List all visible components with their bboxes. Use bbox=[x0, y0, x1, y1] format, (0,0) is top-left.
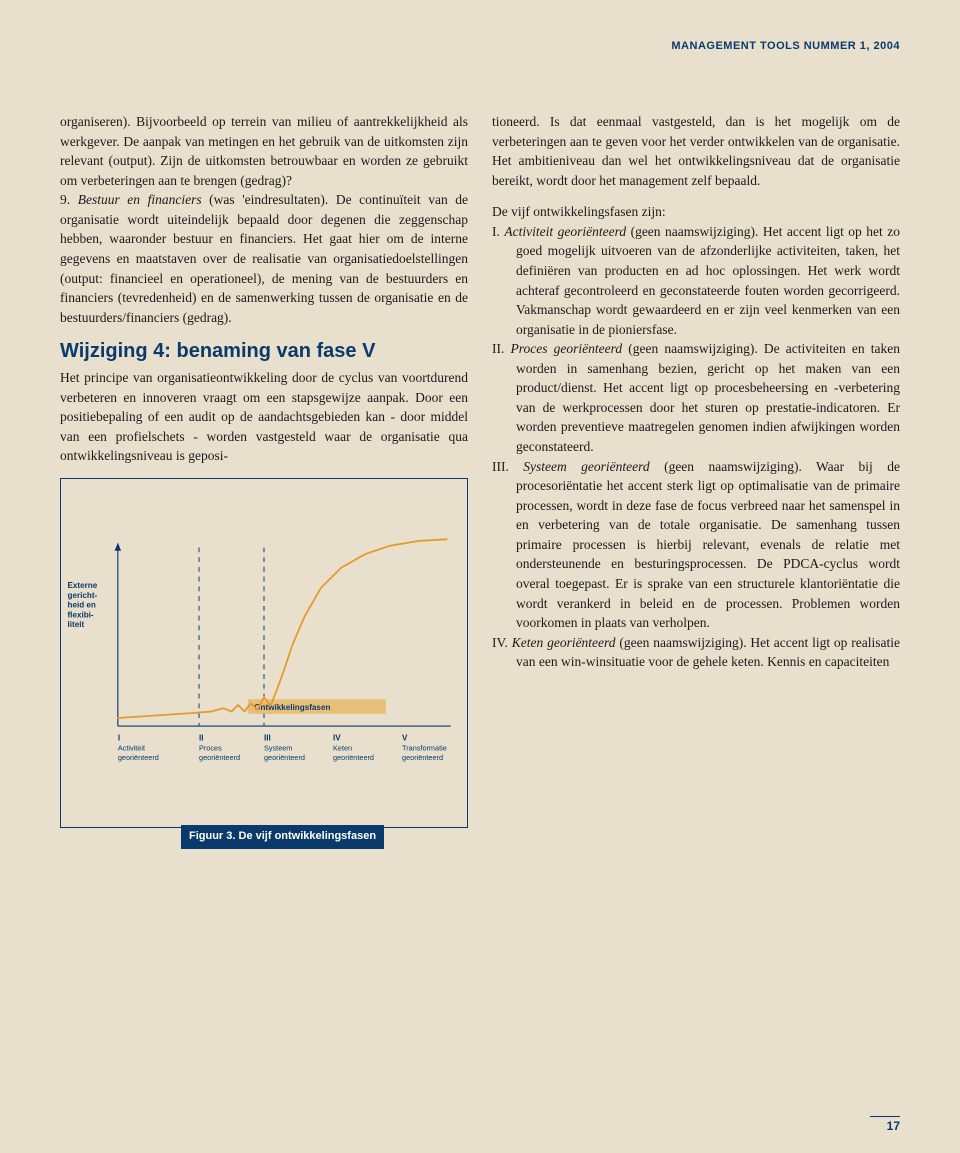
page-number: 17 bbox=[870, 1116, 900, 1133]
section-heading: Wijziging 4: benaming van fase V bbox=[60, 337, 468, 366]
svg-text:georiënteerd: georiënteerd bbox=[118, 753, 159, 762]
svg-text:II: II bbox=[199, 734, 204, 743]
svg-text:V: V bbox=[402, 734, 408, 743]
svg-text:georiënteerd: georiënteerd bbox=[402, 753, 443, 762]
figure-caption: Figuur 3. De vijf ontwikkelingsfasen bbox=[181, 825, 384, 849]
svg-text:georiënteerd: georiënteerd bbox=[333, 753, 374, 762]
svg-text:Systeem: Systeem bbox=[264, 743, 292, 752]
right-li4: IV. Keten georiënteerd (geen naamswijzig… bbox=[492, 633, 900, 672]
figure-svg: Ontwikkelingsfasen Externegericht-heid en… bbox=[61, 479, 467, 827]
term-italic: Activiteit georiënteerd bbox=[504, 224, 626, 239]
svg-text:flexibi-: flexibi- bbox=[67, 610, 93, 619]
svg-text:georiënteerd: georiënteerd bbox=[264, 753, 305, 762]
right-li1: I. Activiteit georiënteerd (geen naamswi… bbox=[492, 222, 900, 339]
li-text: (was 'eindresultaten). De continuïteit v… bbox=[60, 192, 468, 324]
li-num: IV. bbox=[492, 635, 512, 650]
li-text: (geen naamswijziging). Waar bij de proce… bbox=[516, 459, 900, 631]
li-text: (geen naamswijziging). Het accent ligt o… bbox=[516, 224, 900, 337]
left-p3: Het principe van organisatieontwikkeling… bbox=[60, 368, 468, 466]
svg-text:Proces: Proces bbox=[199, 743, 222, 752]
page-header: MANAGEMENT TOOLS NUMMER 1, 2004 bbox=[60, 40, 900, 52]
term-italic: Systeem georiënteerd bbox=[523, 459, 649, 474]
svg-text:Activiteit: Activiteit bbox=[118, 743, 145, 752]
term-italic: Bestuur en financiers bbox=[78, 192, 202, 207]
right-p2: De vijf ontwikkelingsfasen zijn: bbox=[492, 202, 900, 222]
right-p1: tioneerd. Is dat eenmaal vastgesteld, da… bbox=[492, 112, 900, 190]
figure-3: Ontwikkelingsfasen Externegericht-heid en… bbox=[60, 478, 468, 828]
svg-text:III: III bbox=[264, 734, 271, 743]
term-italic: Proces georiënteerd bbox=[511, 341, 623, 356]
right-column: tioneerd. Is dat eenmaal vastgesteld, da… bbox=[492, 112, 900, 828]
svg-text:liteit: liteit bbox=[67, 620, 84, 629]
left-column: organiseren). Bijvoorbeeld op terrein va… bbox=[60, 112, 468, 828]
svg-text:Transformatie: Transformatie bbox=[402, 743, 447, 752]
li-num: II. bbox=[492, 341, 511, 356]
left-p1: organiseren). Bijvoorbeeld op terrein va… bbox=[60, 112, 468, 190]
svg-text:georiënteerd: georiënteerd bbox=[199, 753, 240, 762]
svg-text:Externe: Externe bbox=[67, 581, 97, 590]
svg-text:Keten: Keten bbox=[333, 743, 352, 752]
svg-text:Ontwikkelingsfasen: Ontwikkelingsfasen bbox=[254, 703, 330, 712]
svg-text:gericht-: gericht- bbox=[67, 591, 97, 600]
content-columns: organiseren). Bijvoorbeeld op terrein va… bbox=[60, 112, 900, 828]
left-p2: 9. Bestuur en financiers (was 'eindresul… bbox=[60, 190, 468, 327]
svg-text:heid en: heid en bbox=[67, 601, 95, 610]
svg-text:I: I bbox=[118, 734, 120, 743]
right-li2: II. Proces georiënteerd (geen naamswijzi… bbox=[492, 339, 900, 456]
right-li3: III. Systeem georiënteerd (geen naamswij… bbox=[492, 457, 900, 633]
li-text: (geen naamswijziging). De activiteiten e… bbox=[516, 341, 900, 454]
li-num: 9. bbox=[60, 192, 78, 207]
svg-text:IV: IV bbox=[333, 734, 341, 743]
term-italic: Keten georiënteerd bbox=[512, 635, 616, 650]
li-num: I. bbox=[492, 224, 504, 239]
li-num: III. bbox=[492, 459, 523, 474]
